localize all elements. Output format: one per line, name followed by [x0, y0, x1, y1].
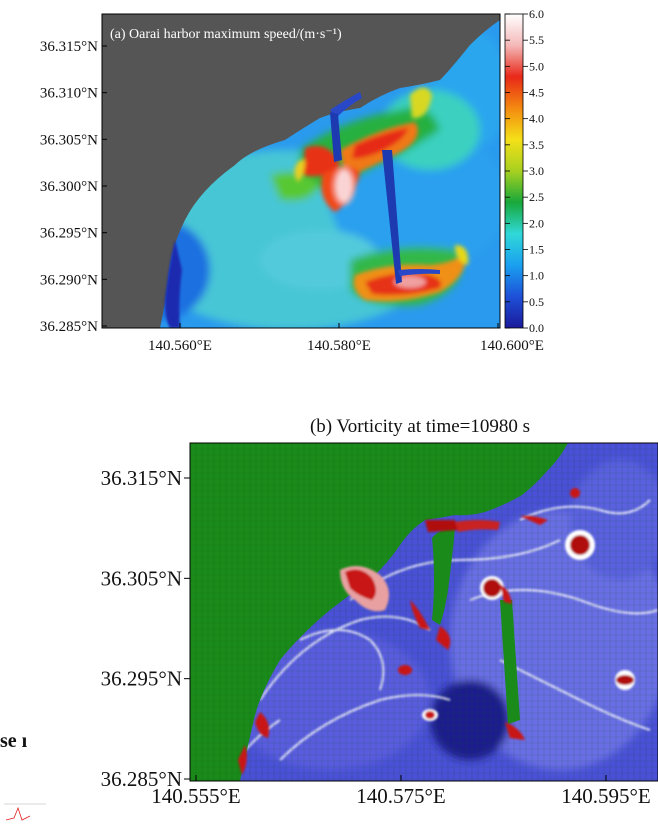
panel-a-title: (a) Oarai harbor maximum speed/(m·s⁻¹)	[110, 27, 342, 42]
panel-a-x-axis: 140.560°E 140.580°E 140.600°E	[148, 323, 544, 354]
a-y-tick-label: 36.290°N	[40, 272, 98, 288]
b-y-tick-label: 36.315°N	[101, 466, 182, 490]
colorbar-tick-label: 2.0	[529, 216, 544, 230]
panel-a-colorbar: 6.0 5.5 5.0 4.5 4.0 3.5 3.0 2.5 2.0 1.5 1.0 0.5 0.0	[504, 7, 544, 335]
b-x-tick-label: 140.575°E	[356, 784, 445, 808]
a-y-tick-label: 36.315°N	[40, 39, 98, 55]
panel-b: (b) Vorticity at time=10980 s	[101, 416, 658, 808]
a-y-tick-label: 36.300°N	[40, 179, 98, 195]
colorbar-tick-label: 1.0	[529, 269, 544, 283]
panel-b-y-axis: 36.315°N 36.305°N 36.295°N 36.285°N	[101, 466, 190, 791]
colorbar-tick-label: 5.5	[529, 33, 544, 47]
panel-a-land	[102, 14, 500, 328]
cropped-fragment-text: se ı	[0, 730, 28, 752]
colorbar-tick-label: 0.5	[529, 295, 544, 309]
colorbar-tick-label: 3.0	[529, 164, 544, 178]
panel-b-title: (b) Vorticity at time=10980 s	[310, 416, 530, 437]
b-y-tick-label: 36.285°N	[101, 767, 182, 791]
panel-a: (a) Oarai harbor maximum speed/(m·s⁻¹) 3…	[40, 7, 544, 354]
panel-a-frame	[101, 13, 501, 329]
colorbar-tick-label: 6.0	[529, 7, 544, 21]
colorbar-tick-label: 4.5	[529, 86, 544, 100]
a-y-tick-label: 36.295°N	[40, 226, 98, 242]
colorbar-tick-label: 4.0	[529, 112, 544, 126]
panel-a-y-axis: 36.315°N 36.310°N 36.305°N 36.300°N 36.295°N…	[40, 39, 107, 335]
cropped-fragment-thumbnail	[2, 798, 48, 824]
a-x-tick-label: 140.560°E	[148, 338, 212, 354]
colorbar-tick-label: 1.5	[529, 243, 544, 257]
a-x-tick-label: 140.600°E	[480, 338, 544, 354]
b-x-tick-label: 140.555°E	[151, 784, 240, 808]
b-y-tick-label: 36.305°N	[101, 566, 182, 590]
colorbar-tick-label: 3.5	[529, 138, 544, 152]
colorbar-tick-label: 2.5	[529, 190, 544, 204]
a-y-tick-label: 36.310°N	[40, 86, 98, 102]
panel-b-x-axis: 140.555°E 140.575°E 140.595°E	[151, 775, 651, 808]
panel-b-field	[190, 443, 658, 781]
panel-a-field	[102, 14, 500, 328]
a-y-tick-label: 36.285°N	[40, 319, 98, 335]
b-x-tick-label: 140.595°E	[561, 784, 650, 808]
b-y-tick-label: 36.295°N	[101, 667, 182, 691]
a-y-tick-label: 36.305°N	[40, 132, 98, 148]
a-x-tick-label: 140.580°E	[307, 338, 371, 354]
panel-b-land	[190, 443, 568, 781]
colorbar-tick-label: 5.0	[529, 59, 544, 73]
panel-b-frame	[189, 442, 658, 782]
colorbar-ticks: 6.0 5.5 5.0 4.5 4.0 3.5 3.0 2.5 2.0 1.5 1.0 0.5 0.0	[505, 7, 544, 335]
colorbar-tick-label: 0.0	[529, 321, 544, 335]
